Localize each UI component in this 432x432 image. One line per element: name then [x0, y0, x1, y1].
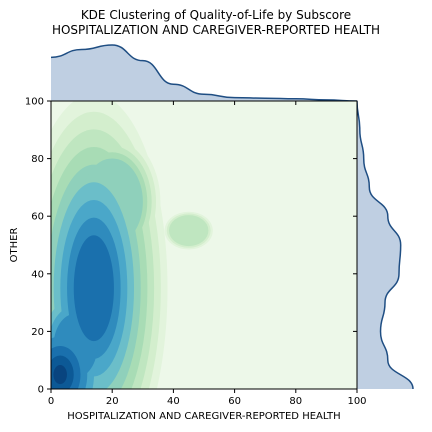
kde-contours	[51, 101, 213, 389]
x-tick-label: 80	[289, 396, 302, 407]
y-marginal-density	[357, 101, 414, 389]
y-tick-label: 60	[31, 212, 44, 223]
y-marginal-line	[357, 101, 414, 389]
plot-frame	[50, 100, 358, 390]
x-tick-label: 0	[48, 396, 54, 407]
contour-band	[53, 365, 67, 385]
x-axis: 0 20 40 60 80 100	[48, 101, 367, 407]
y-tick-label: 0	[38, 385, 44, 396]
y-tick-label: 80	[31, 154, 44, 165]
y-tick-label: 100	[25, 97, 44, 108]
chart-subtitle: HOSPITALIZATION AND CAREGIVER-REPORTED H…	[52, 23, 380, 37]
x-tick-label: 20	[106, 396, 119, 407]
y-tick-label: 40	[31, 269, 44, 280]
x-axis-label: HOSPITALIZATION AND CAREGIVER-REPORTED H…	[67, 411, 340, 422]
x-tick-label: 100	[347, 396, 366, 407]
y-axis: 0 20 40 60 80 100	[25, 97, 357, 396]
x-marginal-density	[51, 44, 357, 101]
y-axis-label: OTHER	[9, 228, 20, 263]
x-tick-label: 40	[167, 396, 180, 407]
y-marginal-area	[357, 101, 413, 389]
y-tick-label: 20	[31, 327, 44, 338]
x-tick-label: 60	[228, 396, 241, 407]
chart-title: KDE Clustering of Quality-of-Life by Sub…	[81, 8, 351, 22]
x-marginal-line	[51, 44, 357, 101]
contour-band	[73, 235, 114, 342]
x-marginal-area	[51, 45, 357, 101]
contour-band	[168, 215, 209, 247]
